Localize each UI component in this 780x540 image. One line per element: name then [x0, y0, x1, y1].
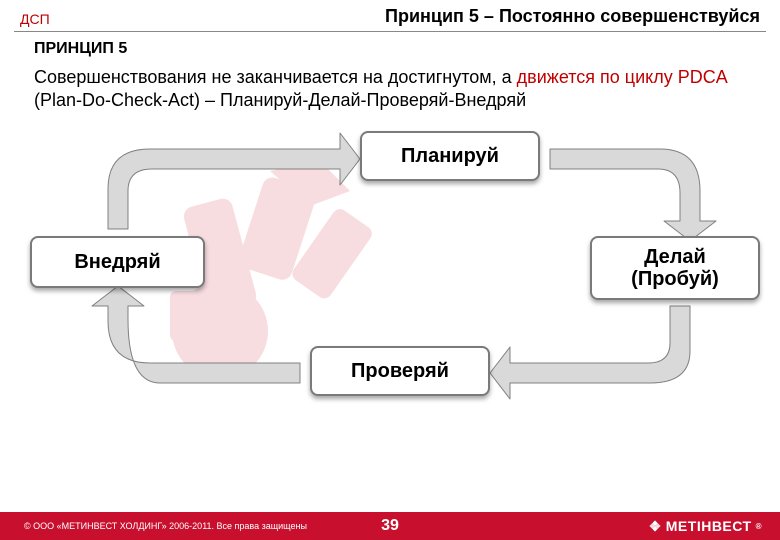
copyright-text: © ООО «МЕТИНВЕСТ ХОЛДИНГ» 2006-2011. Все…: [0, 521, 648, 531]
brand-label: МЕТІНВЕСТ ®: [648, 518, 780, 534]
description: Совершенствования не заканчивается на до…: [34, 66, 746, 111]
header-dsp: ДСП: [20, 11, 50, 27]
header-divider: [14, 31, 766, 32]
arrow-act-plan: [108, 133, 360, 229]
arrow-check-act: [92, 286, 300, 383]
brand-reg-icon: ®: [756, 522, 762, 531]
arrow-plan-do: [550, 149, 716, 241]
page-number: 39: [381, 517, 399, 535]
page-title: Принцип 5 – Постоянно совершенствуйся: [385, 6, 760, 27]
desc-highlight: движется по циклу PDCA: [517, 67, 727, 87]
arrow-do-check: [490, 306, 690, 399]
footer-bar: © ООО «МЕТИНВЕСТ ХОЛДИНГ» 2006-2011. Все…: [0, 512, 780, 540]
node-plan: Планируй: [360, 131, 540, 181]
subtitle: ПРИНЦИП 5: [34, 40, 780, 58]
node-check: Проверяй: [310, 346, 490, 396]
desc-part1: Совершенствования не заканчивается на до…: [34, 67, 517, 87]
node-act: Внедряй: [30, 236, 205, 288]
pdca-diagram: Планируй Делай(Пробуй) Проверяй Внедряй: [0, 121, 780, 431]
desc-part2: (Plan-Do-Check-Act) – Планируй-Делай-Про…: [34, 90, 526, 110]
node-do: Делай(Пробуй): [590, 236, 760, 300]
brand-text: МЕТІНВЕСТ: [666, 518, 752, 534]
brand-logo-icon: [648, 519, 662, 533]
